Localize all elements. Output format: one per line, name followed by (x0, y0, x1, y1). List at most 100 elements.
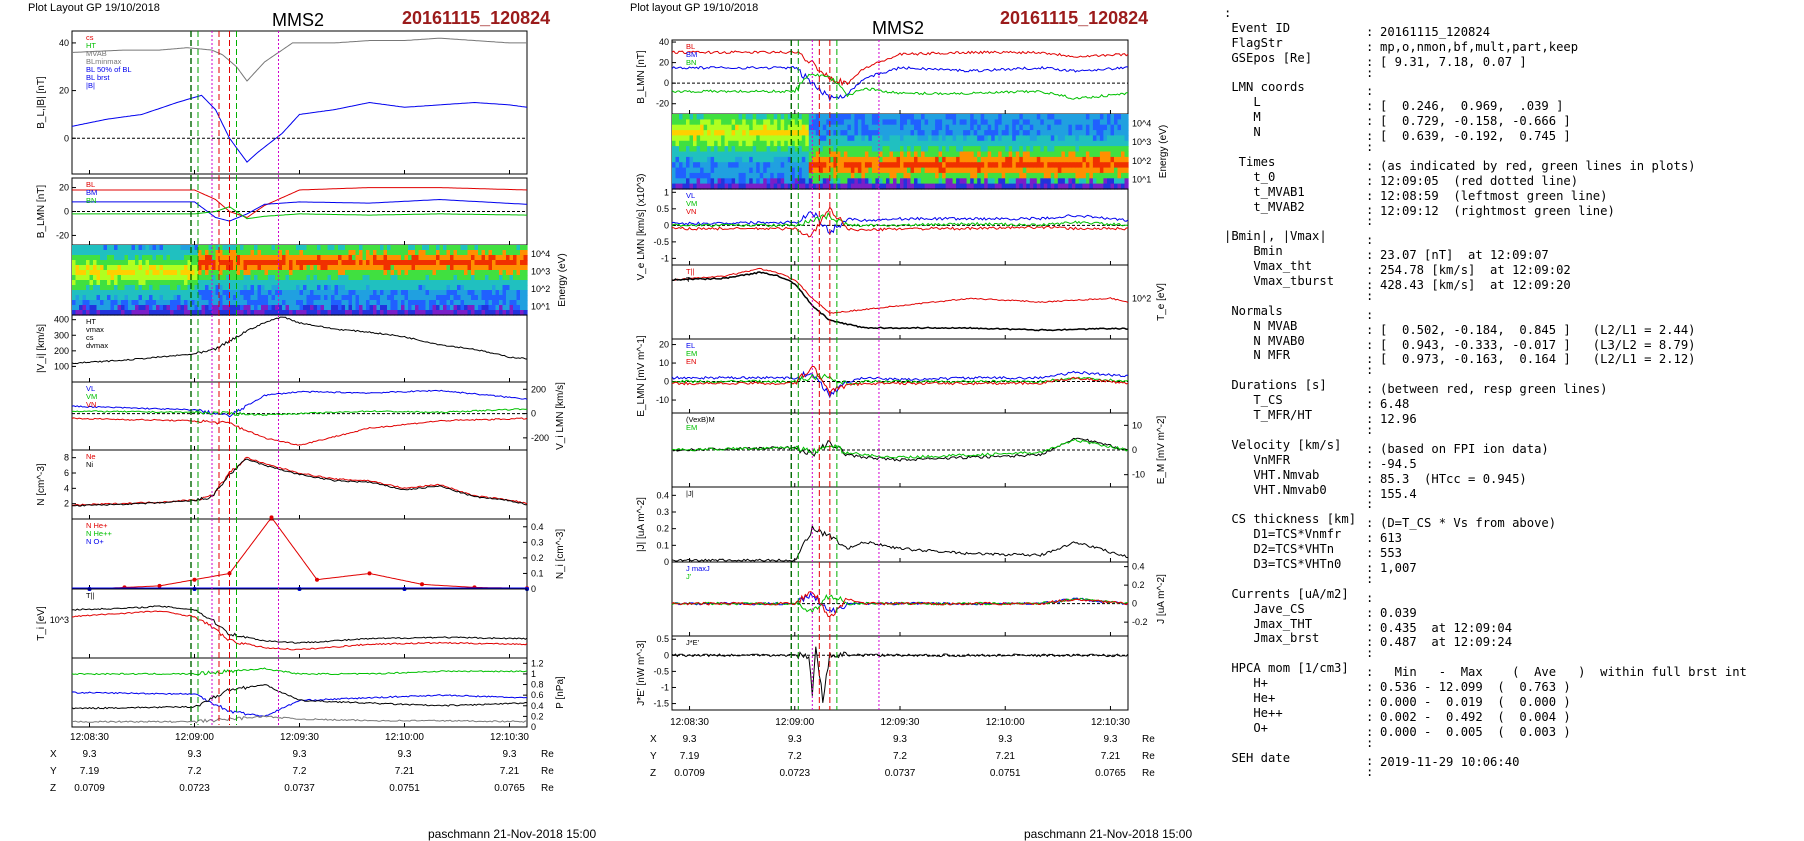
info-value: [ 9.31, 7.18, 0.07 ] (1380, 54, 1527, 69)
right-spectrogram-cell (991, 178, 996, 185)
right-spectrogram-cell (721, 178, 726, 185)
left-spectrogram-cell (75, 295, 80, 301)
right-spectrogram-cell (1103, 162, 1108, 169)
right-spectrogram-cell (1001, 172, 1006, 179)
left-spectrogram-cell (82, 285, 87, 291)
right-spectrogram-cell (777, 114, 782, 120)
left-spectrogram-cell (338, 255, 343, 261)
left-spectrogram-cell (233, 280, 238, 286)
left-spectrogram-cell (415, 280, 420, 286)
right-spectrogram-cell (893, 183, 898, 190)
left-spectrogram-cell (173, 275, 178, 281)
right-ephemeris-name: Z (650, 768, 656, 779)
right-spectrogram-cell (850, 124, 855, 131)
left-spectrogram-cell (212, 295, 217, 301)
info-colon: : (1366, 129, 1374, 144)
right-legend-label: EM (686, 423, 697, 432)
left-spectrogram-cell (247, 300, 252, 306)
info-key: Currents [uA/m2] (1224, 586, 1349, 601)
left-spectrogram-cell (436, 285, 441, 291)
left-spectrogram-cell (415, 295, 420, 301)
right-spectrogram-cell (1001, 119, 1006, 126)
right-spectrogram-cell (728, 119, 733, 126)
left-spectrogram-cell (488, 310, 493, 316)
right-spectrogram-cell (847, 156, 852, 163)
info-colon: : (1366, 709, 1374, 724)
left-spectrogram-cell (478, 305, 483, 311)
right-spectrogram-cell (745, 135, 750, 142)
left-spectrogram-cell (390, 245, 395, 251)
right-spectrogram-cell (1096, 162, 1101, 169)
left-legend-label: MVAB (86, 49, 107, 58)
right-spectrogram-cell (1068, 114, 1073, 120)
right-spectrogram-cell (1114, 162, 1119, 169)
left-spectrogram-cell (502, 255, 507, 261)
left-spectrogram-cell (303, 280, 308, 286)
info-key: N MFR (1224, 348, 1291, 363)
right-spectrogram-cell (949, 162, 954, 169)
right-spectrogram-cell (1061, 183, 1066, 190)
left-spectrogram-cell (422, 255, 427, 261)
left-spectrogram-cell (205, 275, 210, 281)
right-spectrogram-cell (1061, 156, 1066, 163)
left-spectrogram-cell (446, 290, 451, 296)
left-spectrogram-cell (327, 245, 332, 251)
right-spectrogram-cell (1043, 183, 1048, 190)
right-spectrogram-cell (773, 151, 778, 158)
right-spectrogram-cell (724, 162, 729, 169)
right-spectrogram-cell (984, 162, 989, 169)
right-spectrogram-cell (826, 130, 831, 137)
left-spectrogram-cell (275, 250, 280, 256)
left-spectrogram-cell (138, 295, 143, 301)
left-spectrogram-cell (429, 310, 434, 316)
right-spectrogram-cell (805, 167, 810, 174)
right-spectrogram-cell (896, 146, 901, 153)
right-spectrogram-cell (847, 135, 852, 142)
left-spectrogram-cell (114, 285, 119, 291)
right-spectrogram-cell (952, 124, 957, 131)
right-spectrogram-cell (1075, 167, 1080, 174)
right-spectrogram-cell (1107, 162, 1112, 169)
left-spectrogram-cell (394, 245, 399, 251)
right-spectrogram-cell (1047, 151, 1052, 158)
right-spectrogram-cell (871, 172, 876, 179)
right-spectrogram-cell (980, 146, 985, 153)
right-spectrogram-cell (766, 183, 771, 190)
left-spectrogram-cell (485, 265, 490, 271)
right-spectrogram-cell (857, 156, 862, 163)
right-spectrogram-cell (889, 178, 894, 185)
right-spectrogram-cell (710, 140, 715, 147)
right-spectrogram-cell (914, 119, 919, 126)
right-spectrogram-cell (1089, 167, 1094, 174)
left-spectrogram-cell (103, 280, 108, 286)
right-spectrogram-cell (819, 135, 824, 142)
right-spectrogram-cell (970, 167, 975, 174)
left-spectrogram-cell (191, 260, 196, 266)
left-spectrogram-cell (89, 290, 94, 296)
right-spectrogram-cell (868, 146, 873, 153)
left-data-point (367, 571, 372, 576)
left-spectrogram-cell (278, 305, 283, 311)
right-spectrogram-cell (1005, 183, 1010, 190)
right-spectrogram-cell (731, 162, 736, 169)
info-key: Times (1224, 154, 1276, 169)
left-spectrogram-cell (471, 270, 476, 276)
left-spectrogram-cell (443, 305, 448, 311)
left-spectrogram-cell (355, 250, 360, 256)
right-spectrogram-cell (914, 162, 919, 169)
right-spectrogram-cell (857, 178, 862, 185)
left-spectrogram-cell (257, 280, 262, 286)
left-spectrogram-cell (187, 300, 192, 306)
left-spectrogram-cell (404, 250, 409, 256)
right-spectrogram-cell (1061, 124, 1066, 131)
left-spectrogram-cell (145, 250, 150, 256)
right-spectrogram-cell (717, 156, 722, 163)
left-spectrogram-cell (436, 250, 441, 256)
right-spectrogram-cell (784, 130, 789, 137)
right-spectrogram-cell (1103, 114, 1108, 120)
left-spectrogram-cell (86, 285, 91, 291)
left-spectrogram-cell (121, 290, 126, 296)
right-spectrogram-cell (1043, 156, 1048, 163)
info-colon: : (1366, 694, 1374, 709)
left-spectrogram-cell (481, 265, 486, 271)
